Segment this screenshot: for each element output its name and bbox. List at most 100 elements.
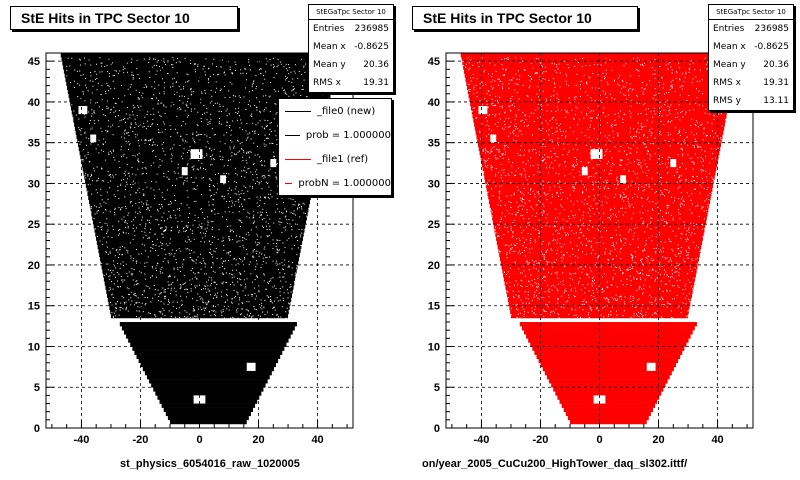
hit-gap [547, 249, 549, 251]
hit-gap [233, 276, 235, 278]
hit-gap [661, 177, 663, 179]
hit-gap [141, 167, 143, 169]
hit-gap [304, 71, 306, 73]
hit-gap [199, 166, 201, 168]
hit-gap [678, 130, 680, 132]
hit-gap [264, 119, 266, 121]
hit-gap [174, 276, 176, 278]
hit-gap [243, 151, 245, 153]
hit-gap [235, 182, 237, 184]
hit-gap [114, 307, 116, 309]
hit-gap [680, 148, 682, 150]
hit-gap [241, 222, 243, 224]
hit-gap [238, 297, 240, 299]
hit-gap [190, 151, 192, 153]
hit-gap [555, 309, 557, 311]
hit-gap [193, 188, 195, 190]
hit-gap [515, 114, 517, 116]
hit-gap [109, 269, 111, 271]
hit-gap [90, 128, 92, 130]
hit-gap [498, 113, 500, 115]
hit-gap [589, 65, 591, 67]
hit-gap [495, 148, 497, 150]
hit-gap [80, 97, 82, 99]
hit-gap [251, 113, 253, 115]
hit-gap [574, 262, 576, 264]
hit-row [532, 346, 685, 351]
hit-gap [515, 294, 517, 296]
hit-gap [627, 269, 629, 271]
hit-gap [628, 89, 630, 91]
hit-gap [230, 140, 232, 142]
hit-gap [274, 103, 276, 105]
hit-gap [245, 159, 247, 161]
hit-gap [618, 85, 620, 87]
hit-gap [508, 213, 510, 215]
hit-gap [247, 59, 249, 61]
hit-gap [519, 272, 521, 274]
stats-label: Mean x [313, 42, 346, 52]
hit-gap [273, 67, 275, 69]
hit-row [153, 387, 264, 392]
hit-gap [156, 262, 158, 264]
hit-gap [214, 293, 216, 295]
hit-gap [222, 237, 224, 239]
hit-gap [117, 72, 119, 74]
hit-gap [292, 212, 294, 214]
hit-gap [676, 171, 678, 173]
hit-gap [235, 259, 237, 261]
hit-gap [159, 158, 161, 160]
hit-gap [612, 136, 614, 138]
hit-gap [701, 208, 703, 210]
hit-gap [115, 174, 117, 176]
hit-gap [179, 144, 181, 146]
hit-gap [180, 135, 182, 137]
hit-gap [123, 173, 125, 175]
hit-gap [255, 183, 257, 185]
hit-gap [544, 145, 546, 147]
hit-gap [235, 235, 237, 237]
hit-gap [228, 206, 230, 208]
hit-gap [631, 100, 633, 102]
hit-gap [672, 317, 674, 319]
hit-gap [574, 98, 576, 100]
hit-gap [296, 208, 298, 210]
hit-gap [517, 84, 519, 86]
hit-gap [632, 170, 634, 172]
hit-gap [572, 148, 574, 150]
hit-gap [170, 200, 172, 202]
hit-gap [207, 216, 209, 218]
hit-gap [161, 160, 163, 162]
hit-gap [521, 285, 523, 287]
hit-gap [517, 167, 519, 169]
hit-gap [556, 288, 558, 290]
hit-gap [153, 58, 155, 60]
hit-gap [606, 297, 608, 299]
hit-gap [276, 193, 278, 195]
hit-gap [551, 193, 553, 195]
hit-gap [276, 73, 278, 75]
hit-gap [94, 228, 96, 230]
hit-gap [563, 254, 565, 256]
hit-gap [129, 142, 131, 144]
hit-gap [622, 196, 624, 198]
hit-gap [153, 314, 155, 316]
hit-gap [231, 298, 233, 300]
hit-gap [550, 95, 552, 97]
hit-gap [263, 248, 265, 250]
hit-gap [507, 173, 509, 175]
hit-gap [210, 179, 212, 181]
hit-gap [171, 230, 173, 232]
hit-gap [139, 210, 141, 212]
hit-gap [654, 137, 656, 139]
hit-gap [138, 145, 140, 147]
hit-gap [173, 59, 175, 61]
hit-gap [694, 138, 696, 140]
hit-gap [137, 74, 139, 76]
hit-gap [119, 120, 121, 122]
hit-gap [683, 221, 685, 223]
hit-gap [245, 238, 247, 240]
hit-gap [256, 145, 258, 147]
hit-gap [137, 139, 139, 141]
hit-gap [623, 200, 625, 202]
